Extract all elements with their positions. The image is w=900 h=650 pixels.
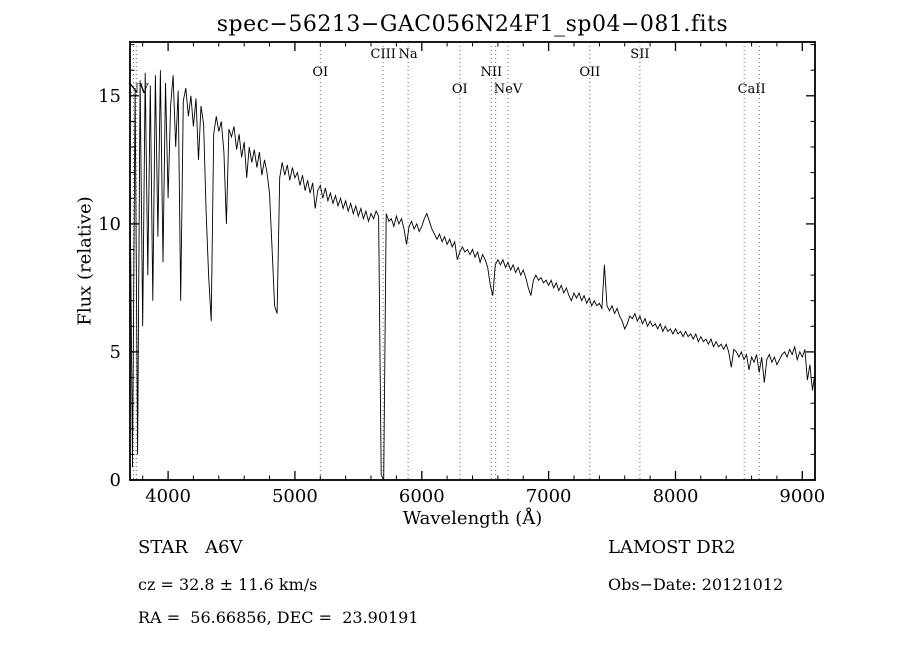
cz-text: cz = 32.8 ± 11.6 km/s xyxy=(138,575,318,594)
spectral-line-label: NII xyxy=(480,65,502,80)
x-axis-label: Wavelength (Å) xyxy=(402,508,543,529)
obs-date-text: Obs−Date: 20121012 xyxy=(608,575,784,594)
x-tick-label: 9000 xyxy=(779,486,825,507)
x-tick-label: 6000 xyxy=(399,486,445,507)
spectral-line-label: CIII xyxy=(371,47,396,62)
x-tick-label: 7000 xyxy=(526,486,572,507)
spectrum-trace xyxy=(129,70,816,481)
radec-text: RA = 56.66856, DEC = 23.90191 xyxy=(138,608,419,627)
y-tick-label: 15 xyxy=(98,86,121,107)
spectral-line-label: OII xyxy=(579,65,600,80)
spectral-line-label: NeV xyxy=(494,82,523,97)
object-class-text: STAR A6V xyxy=(138,537,243,558)
x-tick-label: 4000 xyxy=(145,486,191,507)
spectrum-plot: NV OI CIII Na OI NII NeV OII SII CaII 4000 5000 6000… xyxy=(98,41,825,507)
y-tick-label: 5 xyxy=(110,342,121,363)
spectral-line-label: Na xyxy=(399,47,418,62)
spectral-line-label: SII xyxy=(630,47,649,62)
survey-release-text: LAMOST DR2 xyxy=(608,537,736,558)
spectral-line-label: OI xyxy=(452,82,468,97)
x-tick-label: 8000 xyxy=(653,486,699,507)
spectral-line-label: NV xyxy=(128,82,149,97)
y-tick-label: 10 xyxy=(98,214,121,235)
y-tick-label: 0 xyxy=(110,470,121,491)
spectral-line-label: OI xyxy=(312,65,328,80)
plot-border xyxy=(129,41,816,481)
spectral-line-label: CaII xyxy=(738,82,766,97)
plot-title: spec−56213−GAC056N24F1_sp04−081.fits xyxy=(216,12,729,37)
x-tick-label: 5000 xyxy=(272,486,318,507)
